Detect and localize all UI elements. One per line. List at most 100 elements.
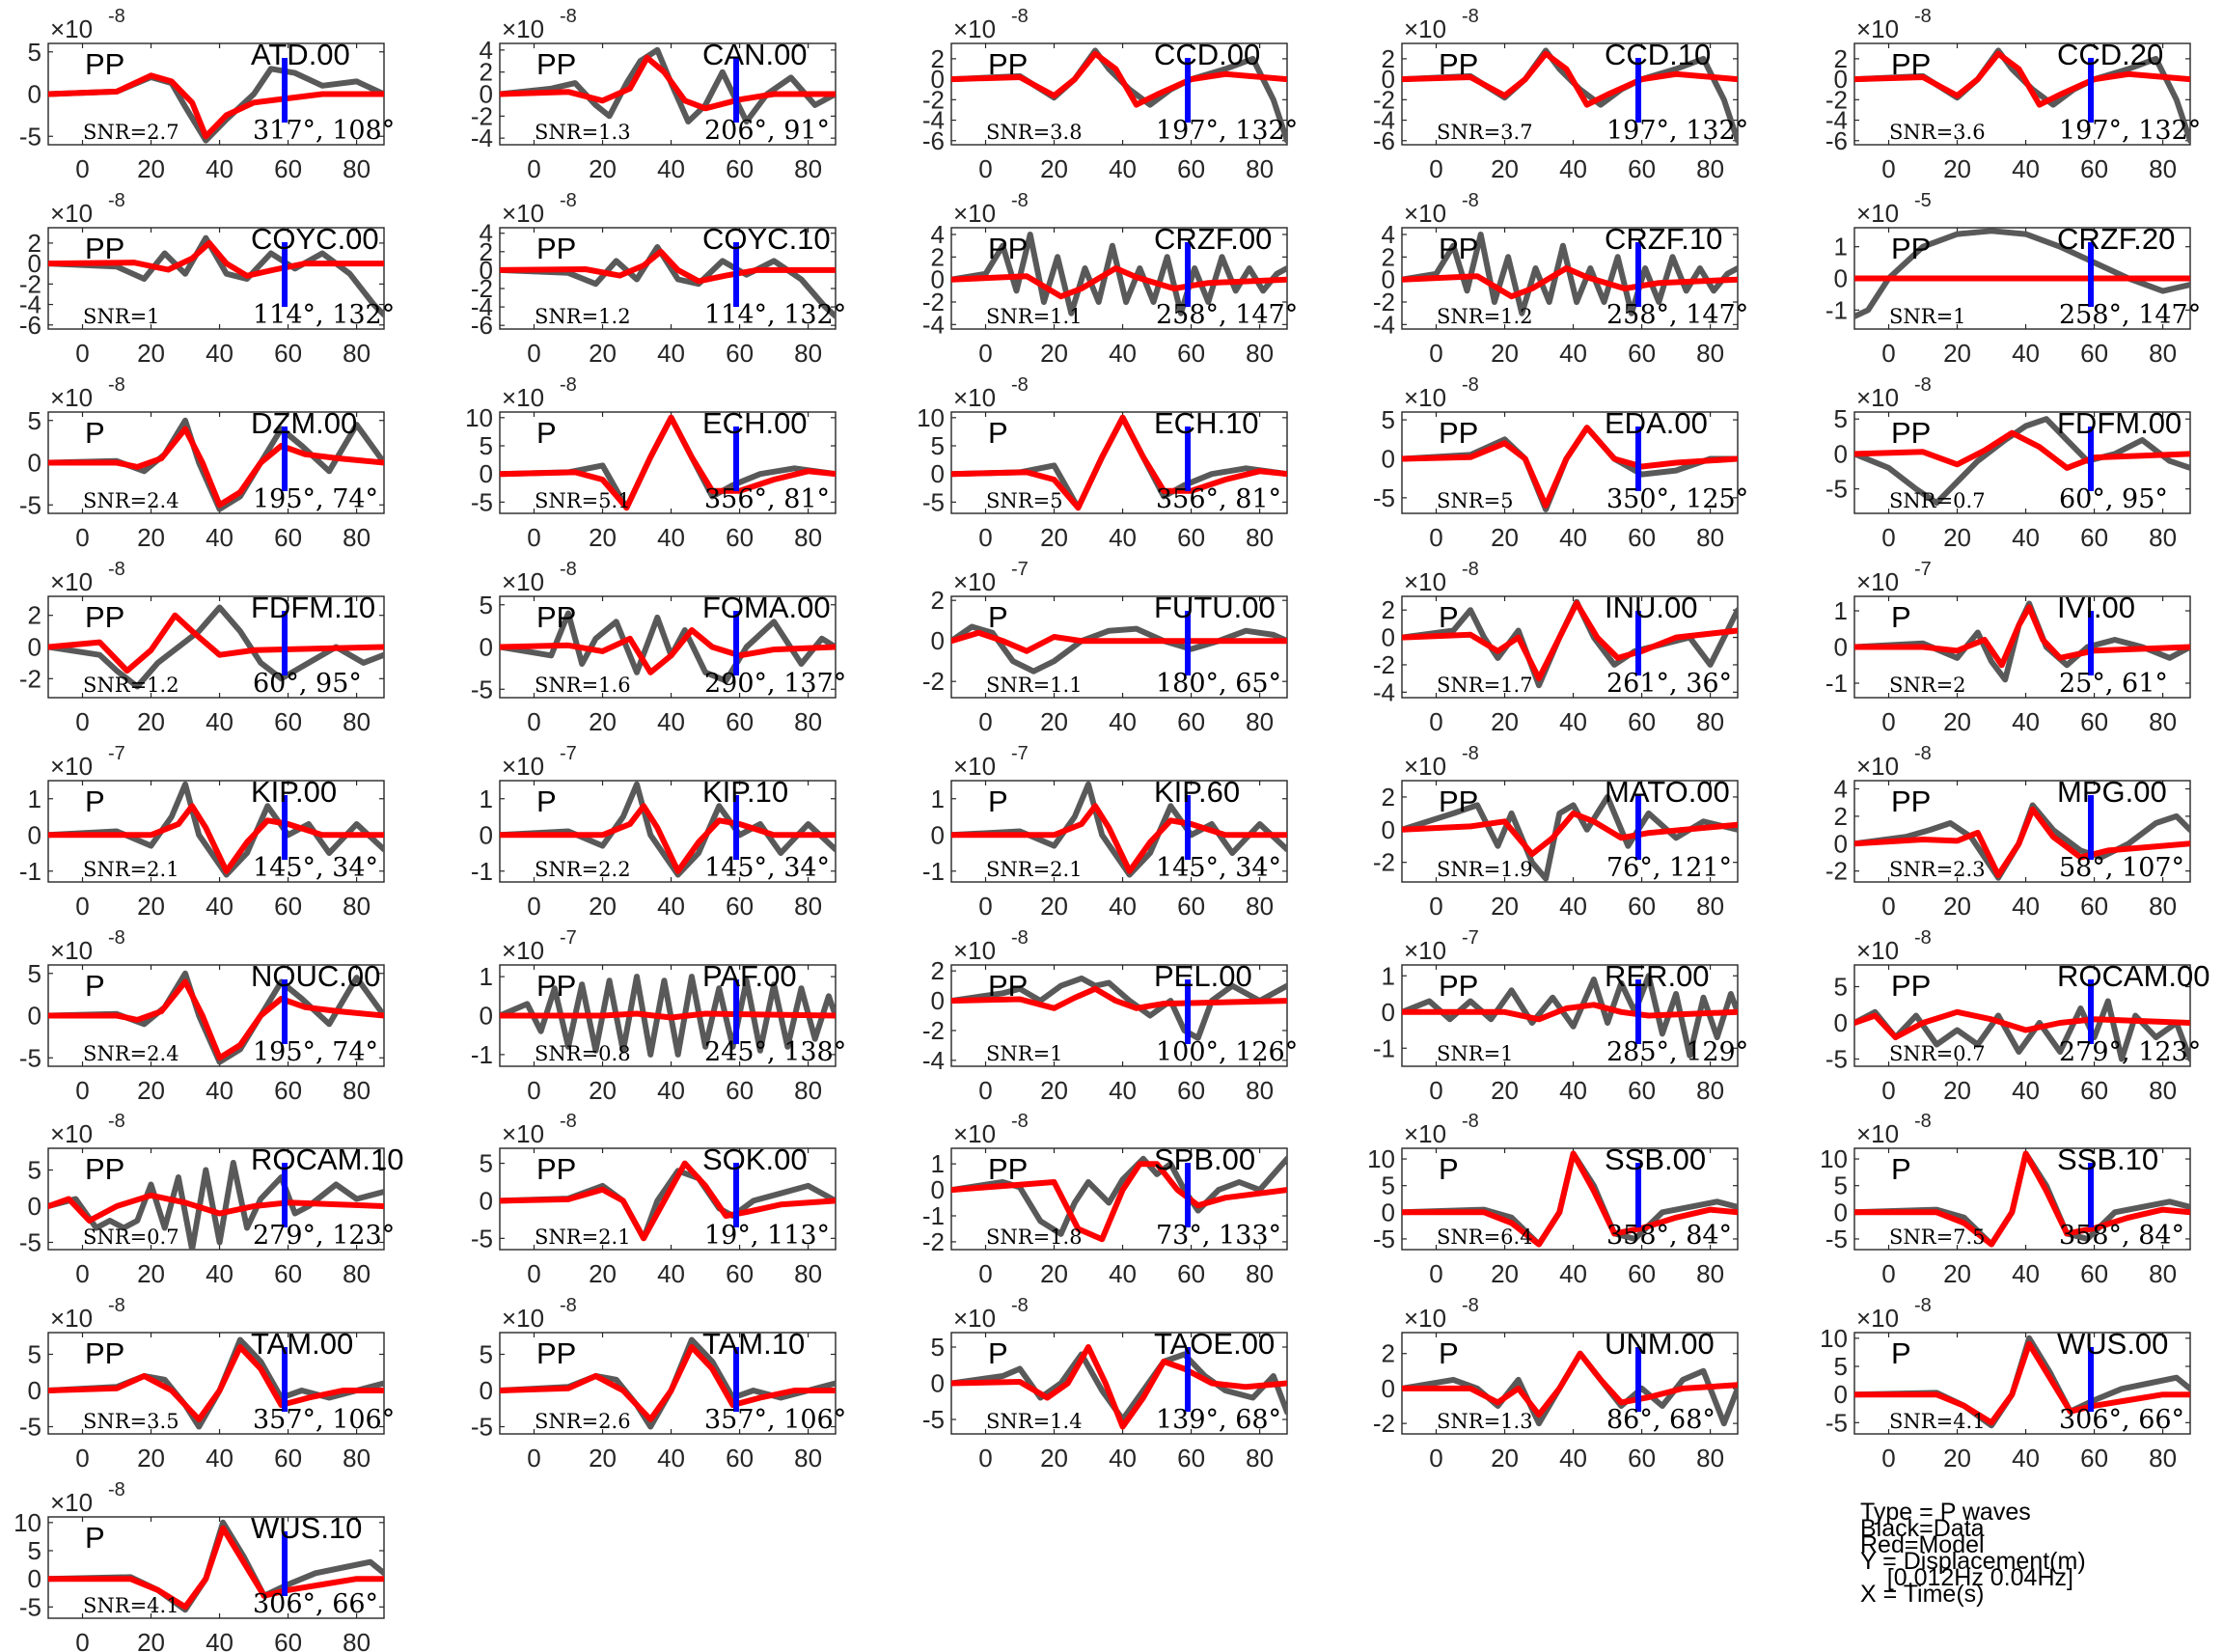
x-tick-label: 20 [1040, 892, 1068, 921]
panel-atd-00: 0 20 40 60 80 5 0 -5 ×10 -8 PP ATD.00 SNR=2.7 317°, 1… [19, 6, 395, 183]
y-tick-label: 10 [1820, 1144, 1848, 1173]
y-tick-label: 0 [1834, 1198, 1848, 1226]
x-tick-label: 40 [1559, 892, 1587, 921]
x-tick-label: 60 [726, 1076, 754, 1105]
x-tick-label: 20 [589, 154, 617, 183]
phase-label: PP [1891, 969, 1931, 1003]
azimuth-distance-label: 19°, 113° [704, 1221, 830, 1251]
exponent-power: -8 [108, 1479, 125, 1501]
phase-label: PP [85, 1336, 124, 1370]
phase-label: PP [1439, 969, 1478, 1003]
exponent-power: -7 [560, 743, 577, 764]
snr-label: SNR=1.3 [1437, 1410, 1533, 1433]
y-tick-label: 4 [931, 220, 945, 249]
exponent-power: -8 [108, 1111, 125, 1132]
exponent-power: -8 [1462, 1295, 1479, 1316]
y-tick-label: 2 [28, 229, 41, 258]
exponent-base: ×10 [1856, 383, 1899, 412]
exponent-power: -8 [1011, 6, 1029, 27]
x-tick-label: 20 [589, 1259, 617, 1288]
exponent-base: ×10 [953, 199, 996, 228]
x-tick-label: 40 [206, 1076, 233, 1105]
panel-sok-00: 0 20 40 60 80 5 0 -5 ×10 -8 PP SOK.00 SNR=2.1 19°, 11… [471, 1111, 837, 1288]
x-tick-label: 40 [657, 892, 685, 921]
exponent-power: -8 [108, 927, 125, 949]
snr-label: SNR=5 [1437, 489, 1514, 512]
x-tick-label: 40 [2012, 339, 2040, 368]
panel-paf-00: 0 20 40 60 80 1 0 -1 ×10 -7 PP PAF.00 SNR=0.8 245°, 1… [471, 927, 846, 1105]
snr-label: SNR=7.5 [1889, 1225, 1986, 1249]
x-tick-label: 80 [794, 707, 822, 736]
exponent-power: -8 [1914, 374, 1932, 396]
x-tick-label: 60 [274, 1444, 302, 1473]
azimuth-distance-label: 197°, 132° [1156, 116, 1298, 146]
panel-dzm-00: 0 20 40 60 80 5 0 -5 ×10 -8P DZM.00 SNR=2.4 195°, 74… [19, 374, 385, 552]
data-trace [1854, 998, 2190, 1062]
y-tick-label: -5 [19, 122, 41, 151]
model-trace [951, 265, 1287, 300]
y-tick-label: 0 [1834, 829, 1848, 858]
x-tick-label: 40 [1559, 1444, 1587, 1473]
station-label: EDA.00 [1605, 406, 1708, 440]
y-tick-label: -6 [1825, 126, 1848, 155]
phase-label: PP [1439, 416, 1478, 450]
phase-label: P [988, 600, 1008, 634]
station-label: SSB.10 [2057, 1143, 2158, 1176]
station-label: CRZF.20 [2057, 222, 2175, 256]
axes-box [1853, 42, 2191, 146]
phase-label: PP [85, 232, 124, 265]
x-tick-label: 20 [1040, 523, 1068, 552]
y-tick-label: 0 [1834, 1380, 1848, 1409]
x-tick-label: 40 [1109, 1259, 1137, 1288]
y-tick-label: -6 [19, 311, 41, 340]
station-label: TAOE.00 [1154, 1327, 1275, 1361]
phase-label: PP [1891, 785, 1931, 818]
panel-nouc-00: 0 20 40 60 80 5 0 -5 ×10 -8P NOUC.00 SNR=2.4 195°, 7… [19, 927, 385, 1105]
x-tick-label: 20 [137, 707, 165, 736]
x-tick-label: 20 [1943, 1076, 1971, 1105]
x-tick-label: 0 [75, 892, 89, 921]
exponent-power: -8 [1914, 6, 1932, 27]
x-tick-label: 80 [2149, 892, 2177, 921]
y-tick-label: 0 [28, 449, 41, 478]
y-tick-label: -5 [1373, 1225, 1395, 1253]
azimuth-distance-label: 114°, 132° [253, 300, 395, 330]
x-tick-label: 60 [1628, 154, 1656, 183]
y-tick-label: 1 [480, 962, 493, 991]
x-tick-label: 80 [343, 707, 370, 736]
y-tick-label: 5 [28, 1340, 41, 1369]
x-tick-label: 60 [274, 154, 302, 183]
x-tick-label: 40 [657, 339, 685, 368]
x-tick-label: 0 [1429, 339, 1442, 368]
model-trace [1854, 1008, 2190, 1040]
y-tick-label: -5 [922, 1405, 945, 1434]
phase-label: PP [1439, 232, 1478, 265]
model-trace [500, 54, 836, 112]
y-tick-label: -2 [922, 1227, 945, 1256]
x-tick-label: 20 [137, 1259, 165, 1288]
x-tick-label: 40 [1109, 707, 1137, 736]
phase-label: PP [988, 969, 1028, 1003]
x-tick-label: 0 [75, 1076, 89, 1105]
station-label: KIP.10 [702, 775, 788, 809]
axes-box [47, 1516, 385, 1619]
axes-box [950, 780, 1288, 883]
y-tick-label: 2 [1382, 242, 1395, 271]
data-trace [500, 781, 836, 878]
exponent-power: -7 [1914, 559, 1932, 580]
y-tick-label: 2 [931, 586, 945, 615]
exponent-power: -8 [108, 559, 125, 580]
exponent-base: ×10 [502, 1304, 544, 1333]
y-tick-label: -5 [1825, 1408, 1848, 1437]
y-tick-label: -1 [1373, 1033, 1395, 1062]
x-tick-label: 0 [1881, 1076, 1895, 1105]
x-tick-label: 40 [657, 1259, 685, 1288]
snr-label: SNR=4.1 [1889, 1410, 1986, 1433]
phase-label: PP [988, 47, 1028, 81]
y-tick-label: 5 [1834, 973, 1848, 1002]
x-tick-label: 0 [1881, 154, 1895, 183]
x-tick-label: 20 [589, 1076, 617, 1105]
